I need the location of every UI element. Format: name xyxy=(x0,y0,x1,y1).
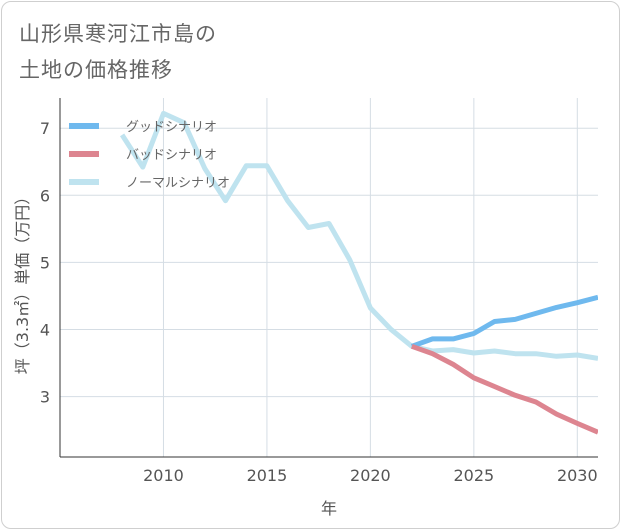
chart-title-line2: 土地の価格推移 xyxy=(19,58,173,82)
x-tick-label: 2025 xyxy=(453,466,494,485)
y-axis-label: 坪（3.3㎡）単価（万円） xyxy=(13,189,32,374)
y-tick-label: 7 xyxy=(40,119,50,138)
x-tick-label: 2010 xyxy=(143,466,184,485)
chart-title: 山形県寒河江市島の 土地の価格推移 xyxy=(19,16,217,88)
legend-label: バッドシナリオ xyxy=(126,148,217,163)
legend-label: ノーマルシナリオ xyxy=(126,176,230,191)
grid-lines xyxy=(60,98,598,457)
y-tick-label: 5 xyxy=(40,253,50,272)
series-line xyxy=(119,110,598,361)
x-tick-label: 2030 xyxy=(557,466,598,485)
series-line xyxy=(410,343,598,435)
x-axis-label: 年 xyxy=(321,499,337,518)
legend-label: グッドシナリオ xyxy=(126,120,217,135)
series-line xyxy=(410,294,598,349)
x-tick-label: 2015 xyxy=(247,466,288,485)
y-tick-label: 3 xyxy=(40,388,50,407)
axes: 2010 2015 2020 2025 2030 3 4 5 6 7 xyxy=(40,98,598,485)
y-tick-label: 4 xyxy=(40,321,50,340)
chart-title-line1: 山形県寒河江市島の xyxy=(19,22,217,46)
x-tick-label: 2020 xyxy=(350,466,391,485)
series-lines xyxy=(119,110,598,435)
y-tick-label: 6 xyxy=(40,186,50,205)
